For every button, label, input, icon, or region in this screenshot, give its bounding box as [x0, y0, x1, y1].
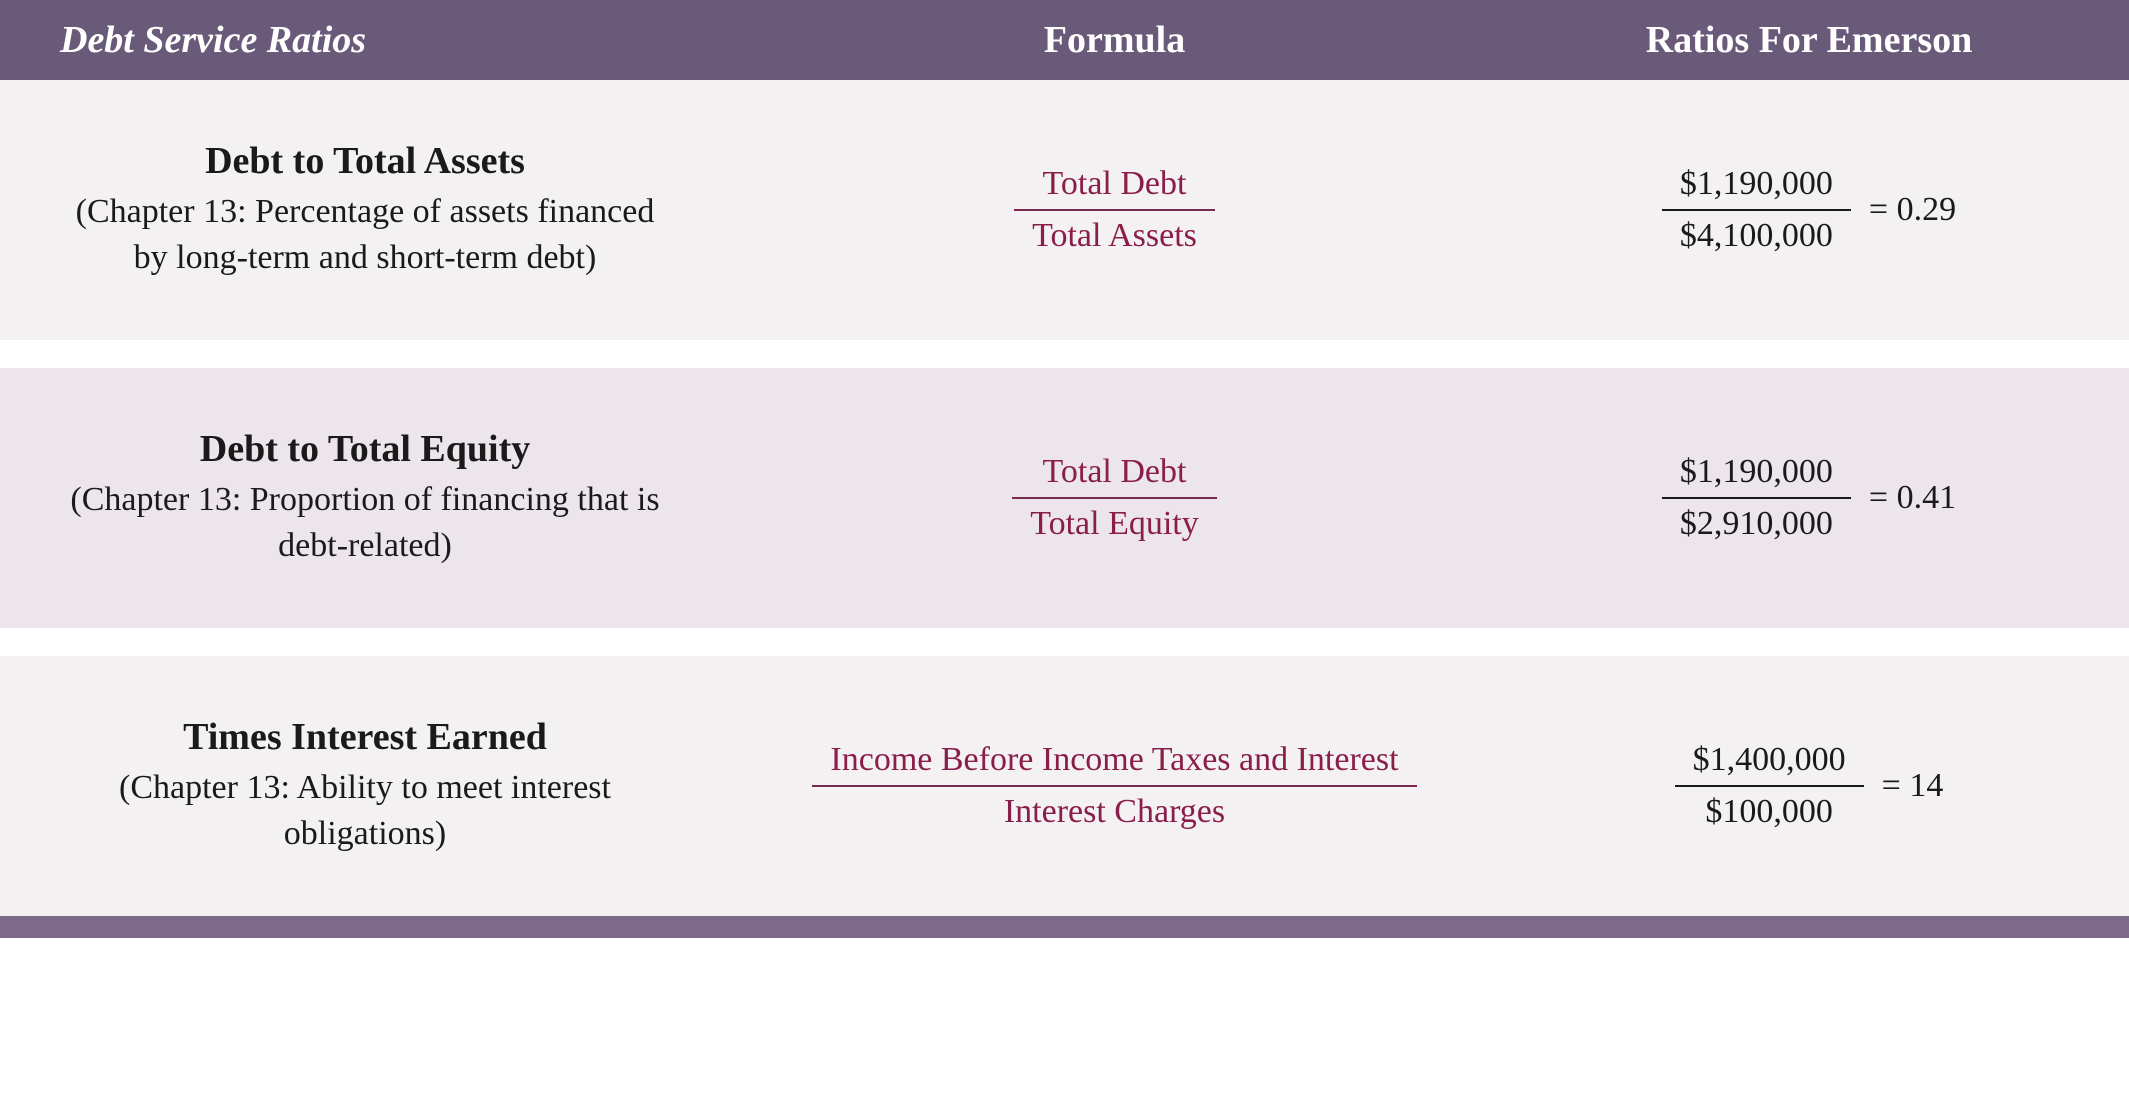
formula-fraction: Total DebtTotal Equity [1012, 447, 1217, 549]
row-gap [0, 628, 2129, 656]
formula-cell: Total DebtTotal Assets [700, 159, 1529, 261]
ratio-fraction: $1,190,000$4,100,000 [1662, 159, 1851, 261]
ratio-result: = 14 [1882, 767, 1944, 805]
formula-denominator: Interest Charges [986, 787, 1243, 837]
formula-denominator: Total Equity [1012, 499, 1217, 549]
ratio-value-cell: $1,190,000$4,100,000 = 0.29 [1529, 159, 2089, 261]
table-header: Debt Service Ratios Formula Ratios For E… [0, 0, 2129, 80]
table-row: Debt to Total Equity (Chapter 13: Proport… [0, 368, 2129, 628]
ratio-denominator: $2,910,000 [1662, 499, 1851, 549]
header-col-ratios: Debt Service Ratios [60, 18, 700, 62]
ratio-description: (Chapter 13: Ability to meet interest ob… [60, 765, 670, 857]
formula-cell: Income Before Income Taxes and InterestI… [700, 735, 1529, 837]
formula-numerator: Total Debt [1025, 447, 1205, 497]
formula-numerator: Total Debt [1025, 159, 1205, 209]
ratio-result: = 0.41 [1869, 479, 1956, 517]
header-col-values: Ratios For Emerson [1529, 18, 2089, 62]
ratio-label-cell: Debt to Total Assets (Chapter 13: Percent… [60, 139, 700, 281]
ratio-description: (Chapter 13: Proportion of financing tha… [60, 477, 670, 569]
ratio-numerator: $1,190,000 [1662, 159, 1851, 209]
ratio-description: (Chapter 13: Percentage of assets financ… [60, 189, 670, 281]
table-row: Debt to Total Assets (Chapter 13: Percent… [0, 80, 2129, 340]
ratio-label-cell: Times Interest Earned (Chapter 13: Abilit… [60, 715, 700, 857]
ratio-fraction: $1,400,000$100,000 [1675, 735, 1864, 837]
ratio-numerator: $1,400,000 [1675, 735, 1864, 785]
ratio-title: Debt to Total Equity [60, 427, 670, 471]
formula-denominator: Total Assets [1014, 211, 1215, 261]
formula-cell: Total DebtTotal Equity [700, 447, 1529, 549]
ratio-value-cell: $1,190,000$2,910,000 = 0.41 [1529, 447, 2089, 549]
table-row: Times Interest Earned (Chapter 13: Abilit… [0, 656, 2129, 916]
ratio-denominator: $4,100,000 [1662, 211, 1851, 261]
header-col-formula: Formula [700, 18, 1529, 62]
ratio-title: Times Interest Earned [60, 715, 670, 759]
row-gap [0, 340, 2129, 368]
ratios-table: Debt Service Ratios Formula Ratios For E… [0, 0, 2129, 938]
ratio-denominator: $100,000 [1687, 787, 1851, 837]
ratio-title: Debt to Total Assets [60, 139, 670, 183]
ratio-label-cell: Debt to Total Equity (Chapter 13: Proport… [60, 427, 700, 569]
formula-fraction: Income Before Income Taxes and InterestI… [812, 735, 1416, 837]
formula-fraction: Total DebtTotal Assets [1014, 159, 1215, 261]
ratio-result: = 0.29 [1869, 191, 1956, 229]
ratio-numerator: $1,190,000 [1662, 447, 1851, 497]
ratio-value-cell: $1,400,000$100,000 = 14 [1529, 735, 2089, 837]
footer-bar [0, 916, 2129, 938]
ratio-fraction: $1,190,000$2,910,000 [1662, 447, 1851, 549]
formula-numerator: Income Before Income Taxes and Interest [812, 735, 1416, 785]
